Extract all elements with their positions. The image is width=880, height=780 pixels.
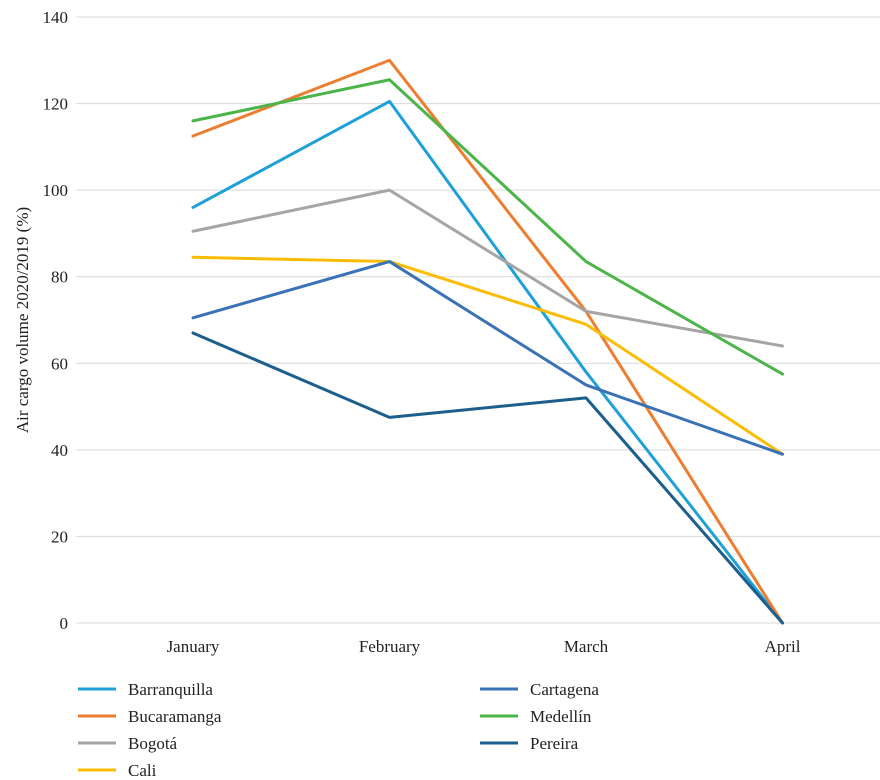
legend-label: Barranquilla — [128, 680, 213, 699]
x-tick-label: February — [359, 637, 421, 656]
legend-label: Medellín — [530, 707, 592, 726]
y-tick-label: 120 — [43, 95, 69, 114]
x-axis-ticks: January February March April — [167, 637, 801, 656]
legend-item: Barranquilla — [78, 680, 213, 699]
y-axis-ticks: 0 20 40 60 80 100 120 140 — [43, 8, 69, 633]
legend-item: Bogotá — [78, 734, 178, 753]
legend-label: Pereira — [530, 734, 579, 753]
y-tick-label: 80 — [51, 268, 68, 287]
legend-label: Cartagena — [530, 680, 599, 699]
legend-label: Bogotá — [128, 734, 178, 753]
y-tick-label: 20 — [51, 527, 68, 546]
y-tick-label: 40 — [51, 441, 68, 460]
series-lines — [191, 58, 784, 625]
series-line-medell-n — [191, 78, 784, 376]
series-line-pereira — [191, 331, 784, 625]
legend: Barranquilla Bucaramanga Bogotá Cali Cartage… — [78, 680, 599, 780]
y-tick-label: 140 — [43, 8, 69, 27]
gridlines — [76, 16, 880, 624]
series-line-cartagena — [191, 260, 784, 456]
y-tick-label: 100 — [43, 181, 69, 200]
y-tick-label: 60 — [51, 354, 68, 373]
series-line-bucaramanga — [191, 58, 784, 625]
y-axis-title: Air cargo volume 2020/2019 (%) — [13, 207, 32, 433]
y-tick-label: 0 — [60, 614, 69, 633]
legend-item: Medellín — [480, 707, 592, 726]
x-tick-label: March — [564, 637, 609, 656]
legend-label: Bucaramanga — [128, 707, 222, 726]
legend-item: Cartagena — [480, 680, 599, 699]
series-line-barranquilla — [191, 99, 784, 625]
x-tick-label: January — [167, 637, 220, 656]
legend-label: Cali — [128, 761, 157, 780]
series-line-cali — [191, 255, 784, 456]
legend-item: Cali — [78, 761, 157, 780]
series-line-bogot- — [191, 188, 784, 348]
legend-item: Pereira — [480, 734, 579, 753]
x-tick-label: April — [765, 637, 801, 656]
legend-item: Bucaramanga — [78, 707, 222, 726]
